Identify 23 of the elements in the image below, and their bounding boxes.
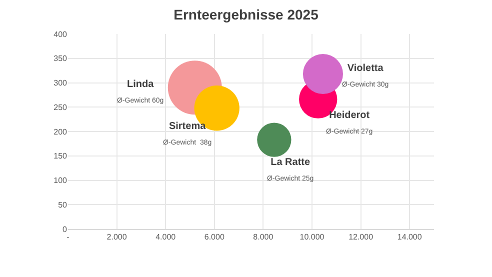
series-label: Heiderot	[329, 110, 370, 121]
y-tick-label: 250	[54, 102, 68, 112]
series-label: Sirtema	[168, 121, 206, 132]
y-tick-label: 350	[54, 54, 68, 64]
x-tick-label: 6.000	[204, 232, 225, 242]
y-tick-label: 100	[54, 176, 68, 186]
y-tick-label: 200	[54, 127, 68, 136]
y-tick-label: 300	[54, 78, 68, 88]
x-tick-label: 12.000	[348, 232, 374, 242]
series-label: La Ratte	[270, 157, 311, 168]
x-tick-label: 2.000	[106, 232, 128, 242]
chart-title: Ernteergebnisse 2025	[174, 6, 319, 22]
x-tick-label: 8.000	[253, 232, 274, 242]
series-label: Violetta	[347, 63, 384, 74]
y-tick-label: 150	[54, 152, 68, 161]
x-tick-label: -	[66, 232, 70, 242]
x-tick-label: 4.000	[156, 232, 176, 242]
series-label: Linda	[127, 79, 154, 90]
y-tick-label: 400	[54, 30, 68, 39]
x-tick-label: 10.000	[300, 232, 325, 242]
y-tick-label: 0	[62, 224, 68, 234]
x-tick-label: 14.000	[397, 232, 422, 242]
y-tick-label: 50	[58, 200, 68, 210]
